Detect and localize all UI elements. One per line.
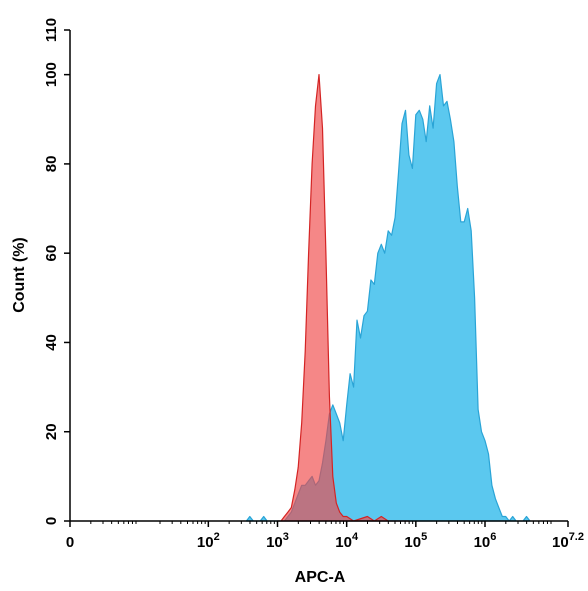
- y-tick-label: 40: [43, 334, 60, 351]
- x-tick-label: 104: [335, 531, 359, 551]
- x-axis-ticks: 0 102 103 104 105 106 107.2: [66, 521, 584, 551]
- series-areas: [245, 74, 531, 522]
- y-tick-label: 110: [43, 18, 60, 42]
- series-area-2: [276, 74, 410, 522]
- y-tick-label: 100: [43, 62, 60, 87]
- x-tick-label: 107.2: [552, 531, 584, 551]
- x-tick-label: 103: [266, 531, 289, 551]
- y-axis-title: Count (%): [11, 237, 28, 313]
- x-tick-label: 102: [197, 531, 220, 551]
- x-tick-label: 106: [474, 531, 497, 551]
- y-tick-label: 80: [43, 156, 60, 173]
- x-tick-label: 0: [66, 534, 74, 551]
- y-tick-label: 0: [43, 517, 60, 525]
- x-tick-label: 105: [404, 531, 427, 551]
- x-axis-title: APC-A: [295, 569, 346, 586]
- y-axis-ticks: 0 20 40 60 80 100 110: [43, 18, 70, 525]
- y-tick-label: 20: [43, 423, 60, 440]
- y-tick-label: 60: [43, 245, 60, 262]
